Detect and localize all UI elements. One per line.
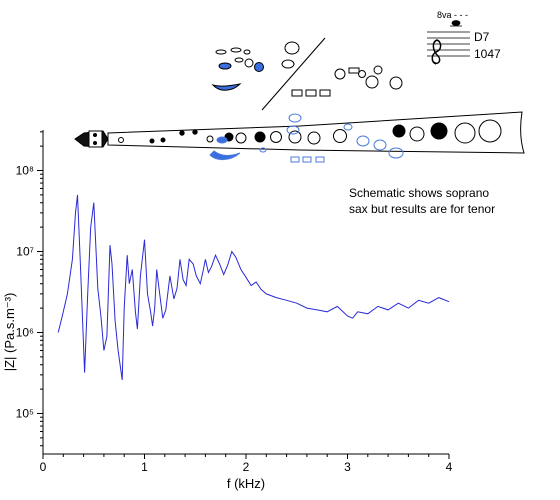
tone-hole: [454, 122, 476, 144]
tone-hole: [118, 137, 124, 143]
x-tick-label: 2: [243, 460, 250, 474]
key: [315, 156, 325, 163]
key: [209, 150, 241, 161]
x-tick-label: 4: [446, 460, 453, 474]
ligature-dot: [93, 141, 97, 145]
key: [388, 147, 404, 159]
axes: 0 1 2 3 4 10⁵ 10⁶ 10⁷ 10⁸: [16, 130, 453, 474]
key: [234, 57, 244, 63]
x-tick-label: 1: [141, 460, 148, 474]
series-line: [57, 194, 450, 380]
tone-hole: [149, 138, 155, 144]
y-tick-label: 10⁶: [16, 326, 34, 340]
y-tick-label: 10⁵: [16, 407, 34, 421]
tone-holes: [118, 119, 502, 145]
tone-hole: [307, 131, 321, 145]
y-axis-label: |Z| (Pa.s.m⁻³): [2, 293, 17, 372]
treble-clef: [431, 39, 442, 65]
tone-hole: [333, 129, 347, 143]
key: [218, 62, 232, 70]
music-staff-inset: [427, 20, 470, 65]
key: [389, 76, 403, 90]
tone-hole: [254, 131, 266, 143]
tone-hole: [409, 126, 425, 142]
key: [211, 83, 242, 91]
tone-hole: [179, 130, 185, 136]
mouthpiece-ligature: [88, 130, 103, 148]
annotation: Schematic shows soprano sax but results a…: [349, 186, 495, 216]
key: [290, 156, 300, 163]
divider-line: [261, 37, 326, 111]
tone-hole: [192, 129, 198, 135]
ligature-dot: [93, 133, 97, 137]
tone-hole: [270, 131, 282, 143]
key: [254, 62, 264, 72]
tone-hole: [160, 137, 166, 143]
key-overlay-blue: [209, 113, 404, 163]
tone-hole: [235, 132, 247, 144]
y-tick-label: 10⁷: [16, 245, 34, 259]
tone-hole: [288, 130, 302, 144]
key: [319, 89, 331, 97]
key: [244, 58, 254, 68]
frequency-label: 1047: [474, 47, 501, 61]
y-tick-label: 10⁸: [16, 164, 34, 178]
annotation-line: sax but results are for tenor: [349, 202, 495, 216]
key: [216, 136, 228, 144]
key: [343, 123, 353, 131]
key: [373, 139, 387, 151]
key: [286, 125, 300, 135]
key: [230, 47, 242, 53]
key: [215, 49, 227, 55]
key: [281, 59, 295, 69]
tone-hole: [206, 135, 214, 143]
key-diagram: [211, 37, 403, 111]
key: [348, 67, 360, 74]
key: [373, 65, 383, 75]
annotation-line: Schematic shows soprano: [349, 186, 489, 200]
x-tick-label: 3: [344, 460, 351, 474]
tone-hole: [430, 122, 448, 140]
note-label: D7: [474, 30, 490, 44]
key: [243, 49, 251, 55]
key: [291, 89, 303, 97]
x-axis-label: f (kHz): [227, 476, 265, 491]
tone-hole: [392, 124, 406, 138]
key: [365, 75, 379, 89]
key: [356, 135, 370, 147]
key: [334, 68, 346, 80]
x-tick-label: 0: [40, 460, 47, 474]
octave-mark: 8va - - -: [437, 10, 468, 20]
key: [305, 89, 317, 97]
key: [259, 147, 267, 153]
note-head: [451, 20, 461, 26]
saxophone-schematic: 8va - - - D7 1047: [74, 10, 525, 163]
key: [358, 70, 366, 78]
key: [302, 156, 312, 163]
tone-hole: [478, 119, 502, 143]
key: [288, 113, 302, 123]
key: [284, 41, 300, 55]
